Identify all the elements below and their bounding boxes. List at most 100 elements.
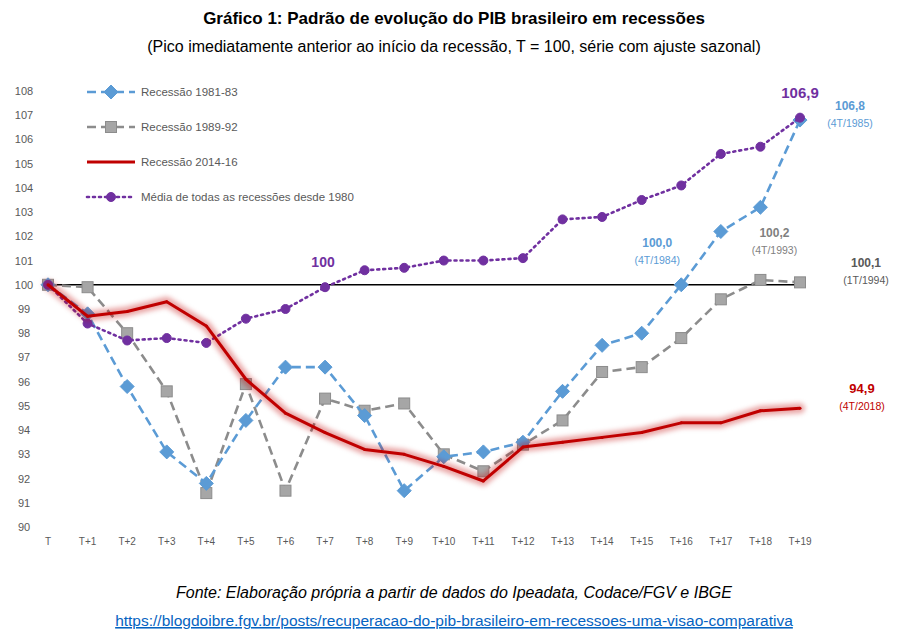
series-point [47,283,50,286]
annotation: (4T/1993) [752,244,798,256]
series-line [48,280,800,493]
x-tick-label: T+5 [237,536,255,547]
series-marker [318,360,332,374]
x-tick-label: T [45,536,51,547]
y-tick-label: 99 [18,303,30,315]
y-tick-label: 93 [18,448,30,460]
x-tick-label: T+3 [158,536,176,547]
series-point [601,436,604,439]
x-tick-label: T+12 [511,536,535,547]
x-tick-label: T+17 [709,536,733,547]
series-marker [674,278,688,292]
title: Gráfico 1: Padrão de evolução do PIB bra… [203,9,705,28]
series-point [719,421,722,424]
legend-label: Recessão 1989-92 [141,121,238,133]
series-point [640,431,643,434]
legend-swatch [87,161,135,164]
series-marker [479,256,488,265]
annotation: 100,0 [642,236,672,250]
y-tick-label: 90 [18,521,30,533]
series-marker [753,200,767,214]
series-marker [199,476,213,490]
x-tick-label: T+14 [591,536,615,547]
series-point [324,431,327,434]
annotation: (1T/1994) [843,274,889,286]
source-link[interactable]: https://blogdoibre.fgv.br/posts/recupera… [115,612,793,629]
series-point [363,448,366,451]
annotation: 100,1 [851,256,881,270]
series-marker [320,393,331,404]
series-marker [677,181,686,190]
y-tick-label: 100 [15,279,33,291]
y-tick-label: 96 [18,376,30,388]
series-line [48,120,800,491]
series-point [403,453,406,456]
y-tick-label: 98 [18,327,30,339]
series-marker [120,380,134,394]
series-line [48,285,800,481]
legend-label: Recessão 1981-83 [141,86,238,98]
x-tick-label: T+2 [118,536,136,547]
series-marker [756,142,765,151]
y-tick-label: 105 [15,158,33,170]
series-line [48,118,800,343]
series-marker [162,334,171,343]
y-tick-label: 104 [15,182,33,194]
series-point [482,479,485,482]
legend-marker [106,122,117,133]
series-marker [556,384,570,398]
x-tick-label: T+9 [395,536,413,547]
legend-glow [87,158,135,167]
y-tick-label: 95 [18,400,30,412]
series-marker [636,362,647,373]
series-marker [635,326,649,340]
series-marker [280,485,291,496]
series-marker [202,338,211,347]
series-marker [595,338,609,352]
series-marker [239,413,253,427]
legend-marker [107,193,116,202]
series-marker [397,484,411,498]
series-glow [48,285,800,481]
y-tick-label: 94 [18,424,30,436]
series-marker [400,263,409,272]
series-marker [82,282,93,293]
series-marker [714,224,728,238]
annotation: (4T/1985) [827,117,873,129]
x-tick-label: T+1 [79,536,97,547]
series-marker [518,254,527,263]
series-marker [360,266,369,275]
annotation: 94,9 [849,381,874,396]
subtitle: (Pico imediatamente anterior ao início d… [147,38,761,55]
series-marker [557,415,568,426]
y-tick-label: 107 [15,109,33,121]
x-tick-label: T+18 [749,536,773,547]
x-tick-label: T+10 [432,536,456,547]
series-marker [755,274,766,285]
x-tick-label: T+19 [788,536,812,547]
annotation: 106,9 [781,84,819,101]
series-marker [278,360,292,374]
legend-label: Média de todas as recessões desde 1980 [141,191,354,203]
x-tick-label: T+11 [472,536,495,547]
x-tick-label: T+13 [551,536,575,547]
y-tick-label: 103 [15,206,33,218]
series-marker [281,305,290,314]
annotation: 100,2 [759,226,789,240]
series-marker [476,445,490,459]
series-point [126,310,129,313]
x-tick-label: T+16 [670,536,694,547]
annotation: 106,8 [835,99,865,113]
legend-marker [104,85,118,99]
series-marker [715,294,726,305]
chart: Gráfico 1: Padrão de evolução do PIB bra… [0,0,908,643]
y-tick-label: 108 [15,85,33,97]
legend: Recessão 1981-83Recessão 1989-92Recessão… [87,85,354,203]
y-tick-label: 101 [15,255,33,267]
series-marker [598,212,607,221]
series-marker [597,366,608,377]
series-marker [637,196,646,205]
series-marker [716,149,725,158]
series-point [561,441,564,444]
series-marker [676,333,687,344]
